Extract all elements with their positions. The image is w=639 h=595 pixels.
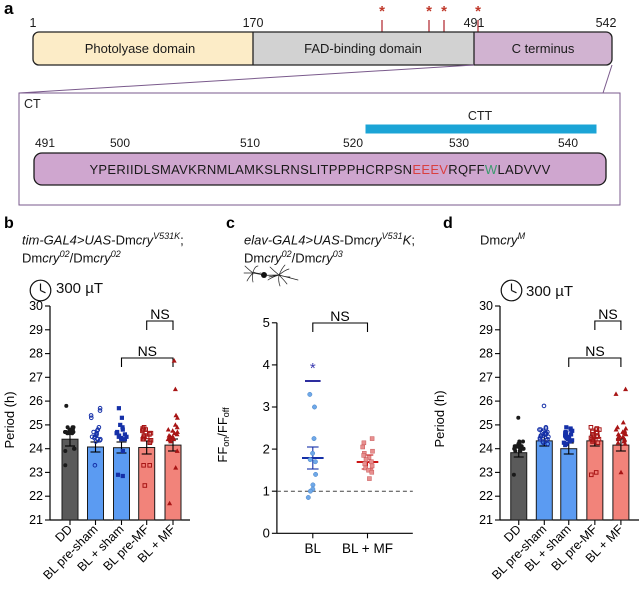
svg-text:*: * [475,3,481,20]
svg-text:23: 23 [29,465,43,479]
svg-text:BL + MF: BL + MF [342,541,393,556]
svg-text:Period (h): Period (h) [2,391,17,448]
svg-text:*: * [441,3,447,20]
svg-text:30: 30 [29,300,43,313]
svg-text:491: 491 [35,136,55,150]
svg-text:22: 22 [29,489,43,503]
svg-text:510: 510 [240,136,260,150]
svg-text:CT: CT [24,97,41,111]
svg-text:500: 500 [110,136,130,150]
svg-text:170: 170 [243,16,264,30]
svg-text:26: 26 [479,394,493,408]
svg-text:*: * [426,3,432,20]
svg-text:300 µT: 300 µT [526,283,573,300]
svg-text:a: a [4,0,14,18]
svg-text:1: 1 [263,483,270,498]
svg-text:21: 21 [479,513,493,527]
svg-text:C terminus: C terminus [512,41,575,56]
svg-text:29: 29 [479,323,493,337]
svg-text:*: * [310,360,316,377]
svg-text:27: 27 [29,370,43,384]
svg-text:Period (h): Period (h) [432,390,447,447]
svg-text:25: 25 [29,418,43,432]
svg-text:26: 26 [29,394,43,408]
svg-text:3: 3 [263,399,270,414]
svg-text:4: 4 [263,357,270,372]
svg-text:30: 30 [479,299,493,313]
svg-text:24: 24 [29,442,43,456]
svg-text:CTT: CTT [468,109,493,123]
svg-text:29: 29 [29,323,43,337]
svg-text:542: 542 [596,16,617,30]
svg-text:FFon/FFoff: FFon/FFoff [215,407,231,463]
svg-text:NS: NS [585,343,604,359]
svg-text:NS: NS [598,306,617,322]
svg-text:0: 0 [263,526,270,541]
svg-text:YPERIIDLSMAVKRNMLAMKSLRNSLITPP: YPERIIDLSMAVKRNMLAMKSLRNSLITPPPHCRPSNEEE… [89,162,550,177]
svg-text:530: 530 [449,136,469,150]
svg-text:NS: NS [138,343,157,359]
svg-text:28: 28 [29,347,43,361]
svg-text:NS: NS [150,306,169,322]
svg-text:NS: NS [330,308,349,324]
svg-text:23: 23 [479,465,493,479]
svg-text:28: 28 [479,347,493,361]
svg-text:1: 1 [30,16,37,30]
svg-text:22: 22 [479,489,493,503]
svg-text:*: * [379,3,385,20]
svg-text:520: 520 [343,136,363,150]
svg-text:5: 5 [263,315,270,330]
svg-text:FAD-binding domain: FAD-binding domain [304,41,422,56]
svg-text:540: 540 [558,136,578,150]
svg-text:27: 27 [479,370,493,384]
svg-text:25: 25 [479,418,493,432]
svg-text:24: 24 [479,442,493,456]
svg-text:21: 21 [29,513,43,527]
svg-text:Photolyase domain: Photolyase domain [85,41,196,56]
svg-text:2: 2 [263,441,270,456]
svg-text:491: 491 [464,16,485,30]
svg-text:BL: BL [305,541,322,556]
